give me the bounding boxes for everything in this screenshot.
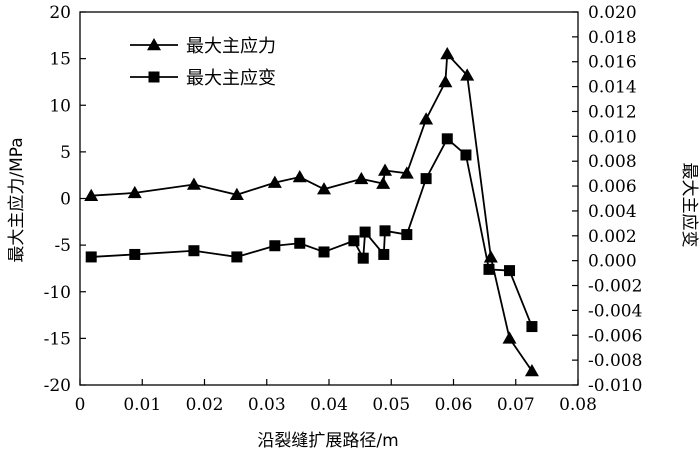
y-left-tick-label: 5 — [60, 143, 71, 163]
legend-label: 最大主应变 — [186, 68, 276, 89]
x-tick-label: 0.01 — [123, 395, 161, 415]
y-right-tick-label: 0.012 — [588, 102, 637, 122]
square-point — [357, 252, 369, 264]
x-tick-label: 0.02 — [186, 395, 224, 415]
triangle-point — [378, 163, 393, 176]
triangle-point — [127, 185, 142, 199]
triangle-point — [502, 331, 517, 344]
x-tick-label: 0.08 — [559, 395, 597, 415]
plot-frame — [79, 11, 579, 386]
legend-label: 最大主应力 — [186, 36, 276, 57]
square-point — [460, 149, 472, 161]
y-right-tick-label: 0.002 — [588, 227, 637, 247]
series-2 — [85, 133, 538, 333]
y-right-tick-label: 0.014 — [588, 78, 637, 98]
legend-triangle-marker — [147, 38, 161, 51]
square-point — [269, 240, 281, 252]
triangle-point — [399, 166, 414, 179]
y-right-tick-label: 0.000 — [588, 252, 637, 272]
triangle-point — [354, 171, 369, 185]
ticks: 0 0.01 0.02 0.03 0.04 0.05 0.06 0.07 0.08 -20 -15 -… — [44, 3, 643, 415]
axes — [79, 11, 579, 386]
x-tick-label: 0.05 — [372, 395, 410, 415]
triangle-point — [440, 46, 455, 60]
triangle-point — [438, 74, 453, 88]
series-line — [91, 51, 533, 372]
square-point — [348, 235, 360, 247]
square-point — [483, 263, 495, 275]
square-point — [504, 265, 516, 277]
y-right-tick-label: 0.020 — [588, 3, 637, 23]
square-point — [378, 248, 390, 260]
y-right-tick-label: -0.004 — [588, 301, 642, 321]
square-point — [359, 226, 371, 238]
triangle-point — [292, 170, 307, 183]
triangle-point — [376, 176, 391, 189]
y-right-tick-label: 0.008 — [588, 152, 637, 172]
y-left-tick-label: -5 — [54, 236, 71, 256]
y-right-tick-label: 0.006 — [588, 177, 637, 197]
legend-square-marker — [148, 71, 160, 83]
x-tick-label: 0.04 — [310, 395, 348, 415]
triangle-point — [186, 177, 201, 190]
triangle-point — [229, 187, 244, 201]
square-point — [441, 133, 453, 145]
x-tick-label: 0 — [75, 395, 86, 415]
series-1 — [84, 46, 539, 377]
legend-item-2: 最大主应变 — [130, 68, 276, 89]
series-layer — [84, 46, 539, 377]
square-point — [420, 173, 432, 185]
square-point — [85, 251, 97, 263]
y-left-tick-label: 10 — [49, 96, 71, 116]
square-point — [294, 237, 306, 249]
y-right-tick-label: 0.018 — [588, 28, 637, 48]
legend-item-1: 最大主应力 — [130, 36, 276, 57]
y-right-tick-label: -0.006 — [588, 326, 642, 346]
triangle-point — [460, 68, 475, 81]
triangle-point — [84, 188, 99, 201]
square-point — [526, 321, 538, 333]
square-point — [379, 225, 391, 237]
x-tick-label: 0.03 — [248, 395, 286, 415]
y-axis-right-title: 最大主应变 — [679, 163, 699, 248]
triangle-point — [524, 364, 539, 377]
triangle-point — [267, 175, 282, 188]
y-axis-left-title: 最大主应力/MPa — [7, 137, 27, 262]
y-right-tick-label: -0.002 — [588, 277, 642, 297]
y-left-tick-label: 15 — [49, 50, 71, 70]
square-point — [318, 246, 330, 258]
y-left-tick-label: 20 — [49, 3, 71, 23]
y-left-tick-label: -10 — [44, 283, 71, 303]
triangle-point — [419, 112, 434, 125]
x-axis-title: 沿裂缝扩展路径/m — [257, 431, 398, 451]
y-left-tick-label: -20 — [44, 376, 71, 396]
y-left-tick-label: -15 — [44, 329, 71, 349]
y-right-tick-label: 0.010 — [588, 127, 637, 147]
square-point — [401, 229, 413, 241]
y-right-tick-label: -0.010 — [588, 376, 642, 396]
y-right-tick-label: 0.016 — [588, 53, 637, 73]
square-point — [129, 248, 141, 260]
x-tick-label: 0.07 — [497, 395, 535, 415]
y-right-tick-label: -0.008 — [588, 351, 642, 371]
series-line — [91, 137, 533, 327]
x-tick-label: 0.06 — [435, 395, 473, 415]
square-point — [231, 251, 243, 263]
y-right-tick-label: 0.004 — [588, 202, 637, 222]
square-point — [188, 245, 200, 257]
triangle-point — [317, 182, 332, 195]
y-left-tick-label: 0 — [60, 190, 71, 210]
